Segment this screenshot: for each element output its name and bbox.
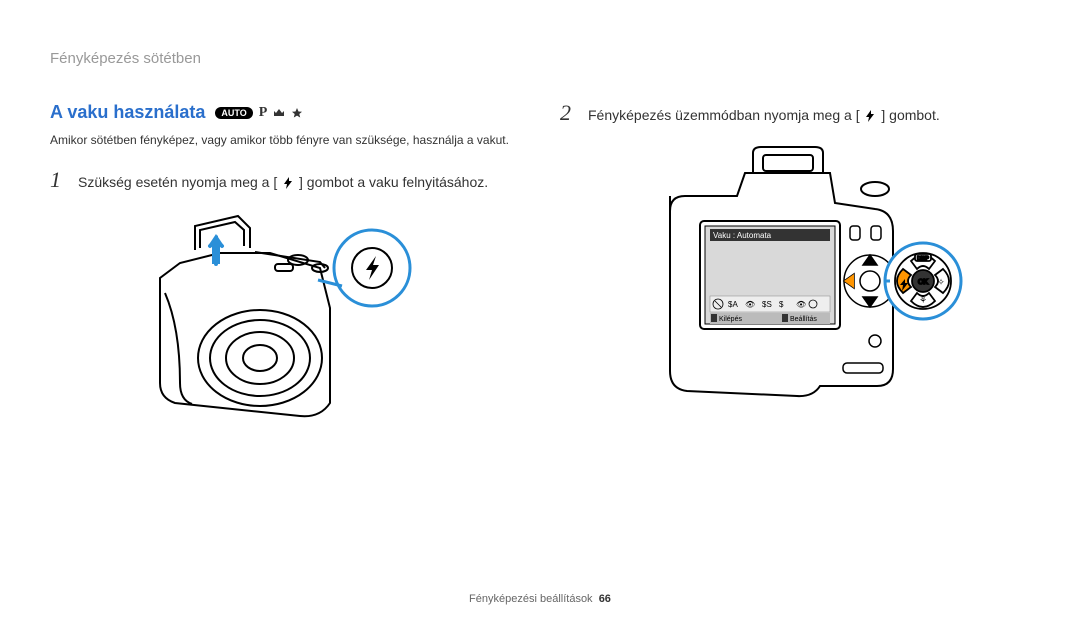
mode-icons-group: AUTO P: [215, 105, 303, 121]
intro-text: Amikor sötétben fényképez, vagy amikor t…: [50, 131, 520, 149]
step-1-text: Szükség esetén nyomja meg a [ ] gombot a…: [78, 169, 488, 193]
svg-text:✧: ✧: [937, 277, 945, 287]
step-1: 1 Szükség esetén nyomja meg a [ ] gombot…: [50, 169, 520, 193]
step-2-text-pre: Fényképezés üzemmódban nyomja meg a [: [588, 107, 860, 123]
disp-label: DISP: [917, 256, 929, 262]
step-2-text-post: ] gombot.: [881, 107, 939, 123]
camera-back-drawing: Vaku : Automata $A 👁 $S $ 👁: [625, 141, 965, 421]
step-2-text: Fényképezés üzemmódban nyomja meg a [ ] …: [588, 102, 940, 126]
ok-button-label: OK: [918, 279, 928, 286]
svg-text:$: $: [779, 300, 784, 309]
screen-right-button: Beállítás: [790, 316, 817, 323]
left-arrow-highlight: [844, 274, 854, 288]
mode-crown-icon: [273, 107, 285, 119]
left-column: A vaku használata AUTO P Amikor sötétben…: [50, 102, 520, 428]
footer-label: Fényképezési beállítások: [469, 593, 593, 605]
svg-text:$A: $A: [728, 300, 738, 309]
svg-text:👁: 👁: [796, 300, 806, 309]
mode-star-icon: [291, 107, 303, 119]
callout-flash-button: [318, 230, 410, 306]
camera-illustration-right: Vaku : Automata $A 👁 $S $ 👁: [560, 141, 1030, 421]
footer-page-number: 66: [599, 593, 611, 605]
camera-illustration-left: [50, 208, 520, 428]
step-2-number: 2: [560, 102, 578, 124]
mode-p-icon: P: [259, 105, 268, 121]
section-title: A vaku használata: [50, 102, 205, 123]
step-2: 2 Fényképezés üzemmódban nyomja meg a [ …: [560, 102, 1030, 126]
mode-auto-icon: AUTO: [215, 107, 252, 119]
svg-text:$S: $S: [762, 300, 772, 309]
flash-icon: [281, 176, 295, 190]
camera-front-drawing: [120, 208, 450, 428]
svg-text:👁: 👁: [745, 300, 755, 309]
step-1-text-pre: Szükség esetén nyomja meg a [: [78, 174, 277, 190]
svg-text:⚘: ⚘: [919, 295, 927, 305]
flash-icon: [863, 109, 877, 123]
screen-left-button: Kilépés: [719, 316, 742, 323]
right-column: 2 Fényképezés üzemmódban nyomja meg a [ …: [560, 102, 1030, 428]
step-1-text-post: ] gombot a vaku felnyitásához.: [299, 174, 488, 190]
content-columns: A vaku használata AUTO P Amikor sötétben…: [50, 102, 1030, 428]
screen-title: Vaku : Automata: [713, 231, 772, 240]
step-1-number: 1: [50, 169, 68, 191]
page-footer: Fényképezési beállítások 66: [0, 593, 1080, 605]
page-header: Fényképezés sötétben: [50, 50, 1030, 67]
callout-dpad: OK DISP ⚘ ✧: [885, 243, 961, 319]
section-title-row: A vaku használata AUTO P: [50, 102, 303, 123]
